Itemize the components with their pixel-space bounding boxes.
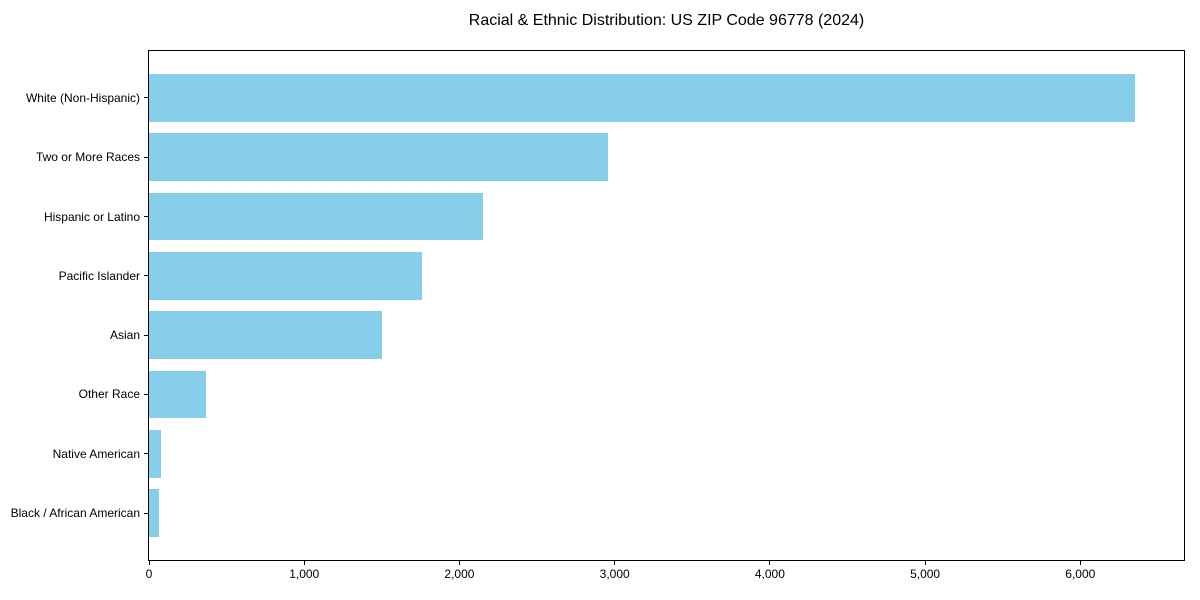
y-tick xyxy=(144,156,148,158)
x-tick xyxy=(924,561,926,565)
y-tick xyxy=(144,97,148,99)
y-axis-label: Hispanic or Latino xyxy=(43,209,140,224)
y-axis-label: Other Race xyxy=(78,387,140,402)
y-axis-label: Asian xyxy=(109,328,140,343)
x-tick-label: 3,000 xyxy=(599,567,630,581)
y-tick xyxy=(144,393,148,395)
x-tick-label: 6,000 xyxy=(1065,567,1096,581)
bar xyxy=(149,430,162,478)
y-axis-label: White (Non-Hispanic) xyxy=(25,90,140,105)
y-tick xyxy=(144,275,148,277)
x-tick xyxy=(458,561,460,565)
x-tick-label: 1,000 xyxy=(289,567,320,581)
x-tick-label: 4,000 xyxy=(754,567,785,581)
chart-title: Racial & Ethnic Distribution: US ZIP Cod… xyxy=(468,12,865,29)
y-tick xyxy=(144,334,148,336)
y-tick xyxy=(144,453,148,455)
x-tick xyxy=(148,561,150,565)
x-tick xyxy=(614,561,616,565)
bar xyxy=(149,311,382,359)
x-tick-label: 0 xyxy=(145,567,153,581)
bar xyxy=(149,192,483,241)
x-tick xyxy=(303,561,305,565)
x-tick-label: 5,000 xyxy=(910,567,941,581)
y-tick xyxy=(144,512,148,514)
y-axis-label: Pacific Islander xyxy=(58,268,140,283)
bar xyxy=(149,133,609,181)
y-tick xyxy=(144,216,148,217)
y-axis-label: Native American xyxy=(52,446,140,461)
x-tick-label: 2,000 xyxy=(444,567,475,581)
bar xyxy=(149,370,207,419)
y-axis-label: Black / African American xyxy=(10,506,140,521)
bar xyxy=(149,489,160,537)
y-axis-label: Two or More Races xyxy=(35,150,140,165)
x-tick xyxy=(769,561,771,565)
bar xyxy=(149,252,423,300)
bar xyxy=(149,74,1135,122)
x-tick xyxy=(1079,561,1081,565)
plot-area xyxy=(148,50,1185,561)
